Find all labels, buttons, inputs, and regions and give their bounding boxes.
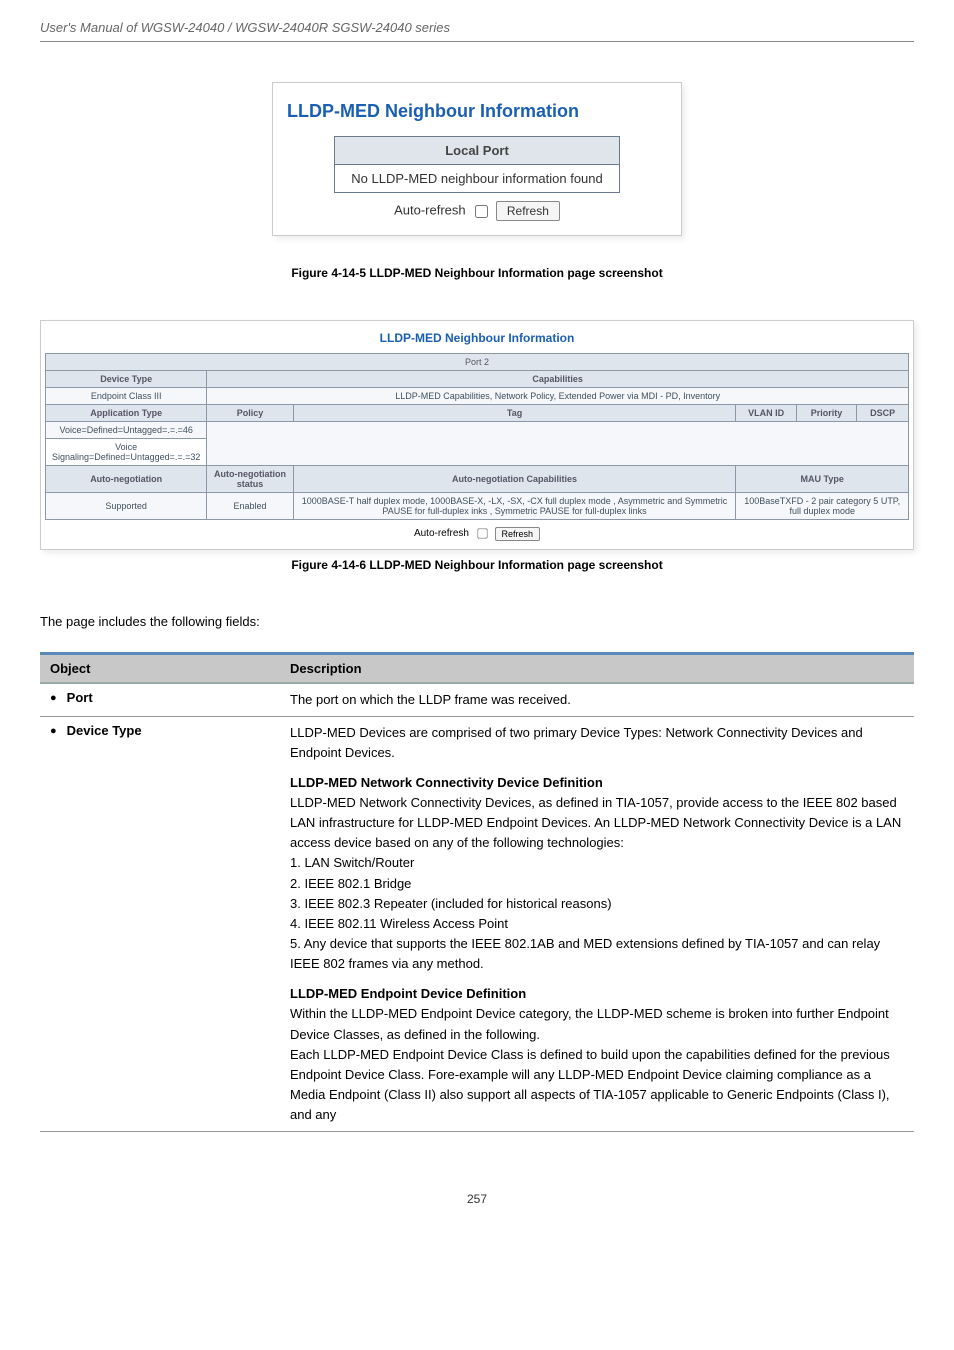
device-type-header: Device Type: [46, 371, 207, 388]
autoneg-status-header: Auto-negotiation status: [207, 466, 293, 493]
port-row: Port 2: [46, 354, 909, 371]
refresh-button[interactable]: Refresh: [495, 527, 541, 541]
priority-header: Priority: [796, 405, 856, 422]
capabilities-value: LLDP-MED Capabilities, Network Policy, E…: [207, 388, 909, 405]
refresh-button[interactable]: Refresh: [496, 201, 560, 221]
object-cell: ●Device Type: [40, 716, 280, 1132]
no-info-cell: No LLDP-MED neighbour information found: [335, 165, 619, 193]
mau-header: MAU Type: [736, 466, 909, 493]
manual-header: User's Manual of WGSW-24040 / WGSW-24040…: [40, 20, 914, 35]
screenshot-2: LLDP-MED Neighbour Information Port 2 De…: [40, 320, 914, 550]
autorefresh-checkbox[interactable]: [477, 528, 487, 538]
endpoint-class-cell: Endpoint Class III: [46, 388, 207, 405]
separator: [40, 41, 914, 42]
autorefresh-row: Auto-refresh Refresh: [287, 201, 667, 221]
description-cell: LLDP-MED Devices are comprised of two pr…: [280, 716, 914, 1132]
figure-caption-1: Figure 4-14-5 LLDP-MED Neighbour Informa…: [40, 266, 914, 280]
autoneg-caps-header: Auto-negotiation Capabilities: [293, 466, 736, 493]
figure-caption-2: Figure 4-14-6 LLDP-MED Neighbour Informa…: [40, 558, 914, 572]
capabilities-header: Capabilities: [207, 371, 909, 388]
autorefresh-label: Auto-refresh: [414, 528, 469, 539]
vlan-header: VLAN ID: [736, 405, 796, 422]
panel-title: LLDP-MED Neighbour Information: [45, 331, 909, 345]
local-port-table: Local Port No LLDP-MED neighbour informa…: [334, 136, 619, 193]
autorefresh-label: Auto-refresh: [394, 202, 466, 217]
object-cell: ●Port: [40, 683, 280, 717]
page-number: 257: [40, 1192, 914, 1206]
tag-header: Tag: [293, 405, 736, 422]
apptype-row2: Voice Signaling=Defined=Untagged=.=.=32: [46, 439, 207, 466]
dscp-header: DSCP: [857, 405, 909, 422]
local-port-header: Local Port: [335, 137, 619, 165]
empty-span: [207, 422, 909, 466]
autoneg-header: Auto-negotiation: [46, 466, 207, 493]
apptype-header: Application Type: [46, 405, 207, 422]
body-text: The page includes the following fields:: [40, 612, 914, 632]
description-cell: The port on which the LLDP frame was rec…: [280, 683, 914, 717]
panel-title: LLDP-MED Neighbour Information: [287, 101, 667, 122]
autorefresh-checkbox[interactable]: [475, 205, 488, 218]
screenshot-1: LLDP-MED Neighbour Information Local Por…: [272, 82, 682, 236]
autoneg-enabled: Enabled: [207, 493, 293, 520]
lldp-med-table: Port 2 Device Type Capabilities Endpoint…: [45, 353, 909, 520]
description-table: Object Description ●PortThe port on whic…: [40, 652, 914, 1133]
autoneg-caps-value: 1000BASE-T half duplex mode, 1000BASE-X,…: [293, 493, 736, 520]
col-object: Object: [40, 653, 280, 683]
policy-header: Policy: [207, 405, 293, 422]
mau-value: 100BaseTXFD - 2 pair category 5 UTP, ful…: [736, 493, 909, 520]
col-description: Description: [280, 653, 914, 683]
autorefresh-row: Auto-refresh Refresh: [45, 520, 909, 545]
apptype-row1: Voice=Defined=Untagged=.=.=46: [46, 422, 207, 439]
autoneg-supported: Supported: [46, 493, 207, 520]
